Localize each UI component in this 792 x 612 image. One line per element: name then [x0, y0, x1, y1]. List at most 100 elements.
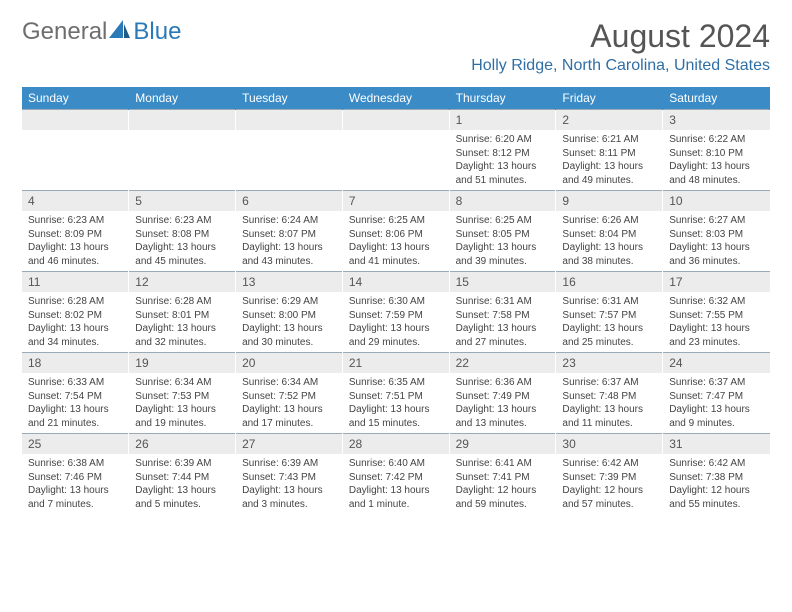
sunset-value: 8:01 PM: [172, 310, 209, 321]
daylight-label: Daylight:: [456, 485, 495, 496]
sunrise-label: Sunrise:: [135, 296, 172, 307]
sunset-label: Sunset:: [242, 391, 276, 402]
sunset-value: 8:02 PM: [65, 310, 102, 321]
sunset-value: 7:48 PM: [599, 391, 636, 402]
sunset-value: 8:10 PM: [706, 148, 743, 159]
sunrise-label: Sunrise:: [562, 296, 599, 307]
sunrise-value: 6:32 AM: [709, 296, 746, 307]
sunrise-label: Sunrise:: [135, 458, 172, 469]
day-content: Sunrise: 6:23 AMSunset: 8:08 PMDaylight:…: [129, 211, 236, 272]
daylight-label: Daylight:: [28, 485, 67, 496]
dow-cell: Monday: [129, 87, 236, 110]
sunset-label: Sunset:: [28, 472, 62, 483]
sunrise-value: 6:39 AM: [282, 458, 319, 469]
daylight-label: Daylight:: [349, 323, 388, 334]
sunset-label: Sunset:: [349, 310, 383, 321]
sunset-value: 7:46 PM: [65, 472, 102, 483]
daylight-label: Daylight:: [349, 404, 388, 415]
sunrise-label: Sunrise:: [562, 134, 599, 145]
sunrise-label: Sunrise:: [135, 377, 172, 388]
sunset-label: Sunset:: [669, 229, 703, 240]
sunrise-value: 6:36 AM: [495, 377, 532, 388]
day-content: Sunrise: 6:20 AMSunset: 8:12 PMDaylight:…: [449, 130, 556, 191]
dow-cell: Thursday: [449, 87, 556, 110]
day-number: 5: [129, 191, 236, 212]
day-number: 21: [342, 353, 449, 374]
sunset-label: Sunset:: [349, 472, 383, 483]
sunset-value: 7:59 PM: [386, 310, 423, 321]
day-content: Sunrise: 6:42 AMSunset: 7:39 PMDaylight:…: [556, 454, 663, 514]
sunset-value: 7:42 PM: [386, 472, 423, 483]
sunrise-value: 6:39 AM: [175, 458, 212, 469]
day-number: 16: [556, 272, 663, 293]
week-content-row: Sunrise: 6:38 AMSunset: 7:46 PMDaylight:…: [22, 454, 770, 514]
day-content: Sunrise: 6:34 AMSunset: 7:53 PMDaylight:…: [129, 373, 236, 434]
daylight-label: Daylight:: [28, 242, 67, 253]
day-number: 20: [236, 353, 343, 374]
day-content: Sunrise: 6:26 AMSunset: 8:04 PMDaylight:…: [556, 211, 663, 272]
week-num-row: 45678910: [22, 191, 770, 212]
sunset-label: Sunset:: [456, 148, 490, 159]
sunrise-label: Sunrise:: [669, 377, 706, 388]
sunset-label: Sunset:: [135, 310, 169, 321]
daylight-label: Daylight:: [669, 404, 708, 415]
sunrise-label: Sunrise:: [349, 296, 386, 307]
sunrise-label: Sunrise:: [669, 134, 706, 145]
sunset-label: Sunset:: [349, 391, 383, 402]
sunset-value: 7:43 PM: [279, 472, 316, 483]
daylight-label: Daylight:: [456, 242, 495, 253]
sunrise-label: Sunrise:: [456, 296, 493, 307]
sunset-value: 7:49 PM: [492, 391, 529, 402]
sunset-value: 7:47 PM: [706, 391, 743, 402]
week-content-row: Sunrise: 6:20 AMSunset: 8:12 PMDaylight:…: [22, 130, 770, 191]
sunrise-value: 6:31 AM: [495, 296, 532, 307]
daylight-label: Daylight:: [562, 242, 601, 253]
sunset-label: Sunset:: [28, 310, 62, 321]
day-number: 15: [449, 272, 556, 293]
day-content: [22, 130, 129, 191]
sunset-value: 7:53 PM: [172, 391, 209, 402]
sunrise-value: 6:30 AM: [388, 296, 425, 307]
day-number: 1: [449, 110, 556, 131]
day-content: Sunrise: 6:35 AMSunset: 7:51 PMDaylight:…: [342, 373, 449, 434]
day-content: Sunrise: 6:27 AMSunset: 8:03 PMDaylight:…: [663, 211, 770, 272]
sunset-value: 8:12 PM: [492, 148, 529, 159]
day-content: Sunrise: 6:31 AMSunset: 7:58 PMDaylight:…: [449, 292, 556, 353]
logo: General Blue: [22, 18, 181, 46]
sunrise-label: Sunrise:: [349, 377, 386, 388]
daylight-label: Daylight:: [349, 242, 388, 253]
day-content: Sunrise: 6:32 AMSunset: 7:55 PMDaylight:…: [663, 292, 770, 353]
day-content: Sunrise: 6:42 AMSunset: 7:38 PMDaylight:…: [663, 454, 770, 514]
day-number: 30: [556, 434, 663, 455]
daylight-label: Daylight:: [562, 323, 601, 334]
sunset-label: Sunset:: [135, 229, 169, 240]
sunrise-label: Sunrise:: [349, 215, 386, 226]
day-content: Sunrise: 6:37 AMSunset: 7:47 PMDaylight:…: [663, 373, 770, 434]
dow-cell: Friday: [556, 87, 663, 110]
sunrise-label: Sunrise:: [28, 296, 65, 307]
daylight-label: Daylight:: [562, 404, 601, 415]
dow-cell: Sunday: [22, 87, 129, 110]
day-number: 25: [22, 434, 129, 455]
sunrise-label: Sunrise:: [562, 215, 599, 226]
day-content: Sunrise: 6:33 AMSunset: 7:54 PMDaylight:…: [22, 373, 129, 434]
sunrise-value: 6:25 AM: [495, 215, 532, 226]
daylight-label: Daylight:: [242, 404, 281, 415]
week-content-row: Sunrise: 6:23 AMSunset: 8:09 PMDaylight:…: [22, 211, 770, 272]
sunset-label: Sunset:: [456, 229, 490, 240]
daylight-label: Daylight:: [135, 323, 174, 334]
day-content: Sunrise: 6:40 AMSunset: 7:42 PMDaylight:…: [342, 454, 449, 514]
week-num-row: 11121314151617: [22, 272, 770, 293]
sunrise-label: Sunrise:: [242, 296, 279, 307]
day-content: Sunrise: 6:29 AMSunset: 8:00 PMDaylight:…: [236, 292, 343, 353]
day-content: Sunrise: 6:37 AMSunset: 7:48 PMDaylight:…: [556, 373, 663, 434]
day-number: 6: [236, 191, 343, 212]
sunset-value: 7:44 PM: [172, 472, 209, 483]
sunset-label: Sunset:: [456, 310, 490, 321]
sunrise-label: Sunrise:: [456, 134, 493, 145]
daylight-label: Daylight:: [135, 485, 174, 496]
sunrise-label: Sunrise:: [456, 458, 493, 469]
day-content: Sunrise: 6:22 AMSunset: 8:10 PMDaylight:…: [663, 130, 770, 191]
sunset-label: Sunset:: [242, 472, 276, 483]
daylight-label: Daylight:: [28, 404, 67, 415]
